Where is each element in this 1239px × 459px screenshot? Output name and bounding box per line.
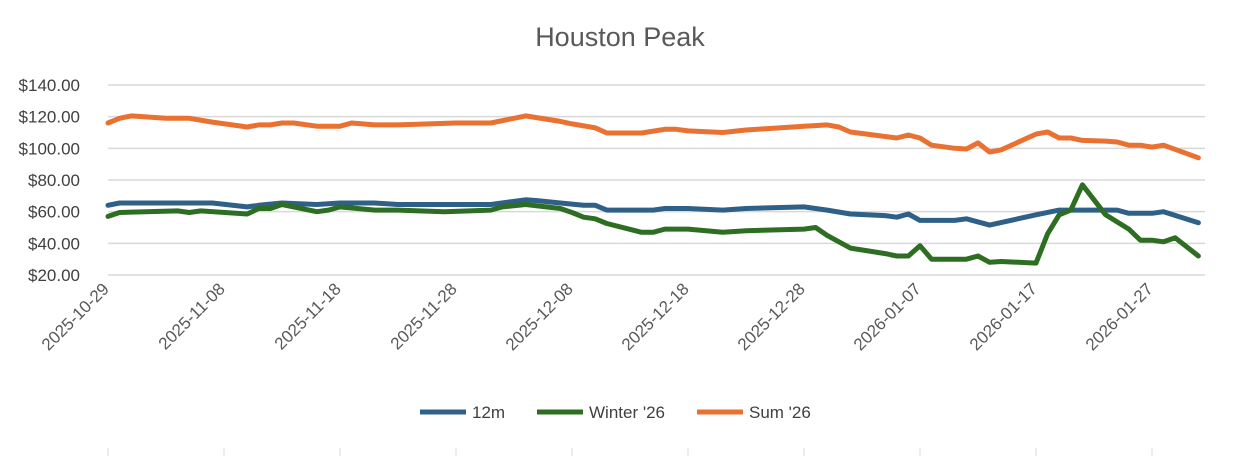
series-line-0 <box>105 197 1201 228</box>
chart-title: Houston Peak <box>535 22 705 52</box>
x-axis-ticks: 2025-10-29 2025-11-08 2025-11-18 2025-11-28… <box>38 279 1205 456</box>
y-axis-ticks: $20.00 $40.00 $60.00 $80.00 $100.00 $120.00 $1… <box>19 76 80 285</box>
series-line-2 <box>105 113 1201 161</box>
y-tick-label: $20.00 <box>28 266 80 285</box>
legend-label: Winter '26 <box>589 403 665 422</box>
x-tick-label: 2025-11-18 <box>271 279 345 353</box>
legend-label: Sum '26 <box>749 403 811 422</box>
y-tick-label: $80.00 <box>28 171 80 190</box>
x-tick-label: 2025-12-28 <box>734 279 809 354</box>
x-tick-label: 2025-10-29 <box>38 279 113 354</box>
x-tick-label: 2025-12-08 <box>502 279 577 354</box>
series-line-1 <box>105 182 1201 266</box>
y-tick-label: $140.00 <box>19 76 80 95</box>
x-tick-label: 2026-01-07 <box>850 279 925 354</box>
series-lines <box>105 113 1201 266</box>
y-tick-label: $100.00 <box>19 139 80 158</box>
x-tick-label: 2025-11-08 <box>155 279 229 353</box>
y-tick-label: $120.00 <box>19 108 80 127</box>
legend-label: 12m <box>472 403 505 422</box>
y-tick-label: $60.00 <box>28 203 80 222</box>
x-tick-label: 2025-12-18 <box>618 279 693 354</box>
legend: 12m Winter '26 Sum '26 <box>420 403 811 422</box>
x-tick-label: 2026-01-27 <box>1082 279 1157 354</box>
y-tick-label: $40.00 <box>28 234 80 253</box>
x-tick-label: 2026-01-17 <box>966 279 1041 354</box>
x-tick-label: 2025-11-28 <box>387 279 461 353</box>
